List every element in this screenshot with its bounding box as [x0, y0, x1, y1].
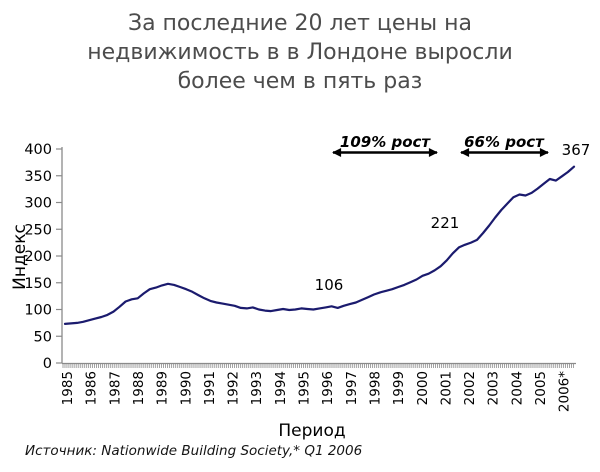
y-tick-label: 0 — [43, 356, 52, 372]
x-tick-label: 1996 — [320, 371, 336, 405]
price-index-line — [63, 165, 576, 325]
data-label-221: 221 — [431, 214, 460, 232]
x-tick-label: 1990 — [178, 371, 194, 405]
x-tick-label: 1999 — [391, 371, 407, 405]
x-axis-title: Период — [278, 421, 345, 441]
growth-label-109: 109% рост — [340, 133, 431, 151]
x-tick-label: 1987 — [107, 371, 123, 405]
source-note: Источник: Nationwide Building Society,* … — [25, 443, 363, 459]
x-tick-label: 2002 — [462, 371, 478, 405]
y-axis-ticks: 0 50 100 150 200 250 300 350 400 — [24, 142, 63, 372]
y-tick-label: 400 — [24, 142, 52, 158]
x-tick-label: 2001 — [438, 371, 454, 405]
x-tick-label: 1989 — [155, 371, 171, 405]
chart-title: За последние 20 лет цены на недвижимость… — [0, 9, 600, 96]
chart-title-line-1: За последние 20 лет цены на — [127, 11, 473, 36]
x-tick-label: 1993 — [249, 371, 265, 405]
chart-title-line-3: более чем в пять раз — [177, 69, 423, 94]
y-tick-label: 350 — [24, 169, 52, 185]
growth-label-66: 66% рост — [464, 133, 545, 151]
x-tick-label: 1991 — [202, 371, 218, 405]
y-tick-label: 200 — [24, 249, 52, 265]
x-tick-label: 1985 — [60, 371, 76, 405]
x-tick-label: 1998 — [367, 371, 383, 405]
chart-title-line-2: недвижимость в в Лондоне выросли — [87, 40, 513, 65]
x-tick-label: 2000 — [415, 371, 431, 405]
x-tick-label: 2003 — [486, 371, 502, 405]
x-axis-ticks: 1985 1986 1987 1988 1989 1990 1991 1992 1993 1994… — [60, 364, 574, 412]
x-tick-label: 2005 — [533, 371, 549, 405]
x-tick-label: 1988 — [131, 371, 147, 405]
x-tick-label: 1986 — [84, 371, 100, 405]
y-tick-label: 250 — [24, 222, 52, 238]
y-tick-label: 300 — [24, 196, 52, 212]
y-tick-label: 50 — [34, 329, 52, 345]
y-tick-label: 100 — [24, 303, 52, 319]
x-tick-label: 2006* — [557, 371, 573, 412]
y-axis-title: Индекс — [10, 224, 30, 290]
x-tick-label: 2004 — [509, 371, 525, 405]
data-label-106: 106 — [315, 276, 344, 294]
x-tick-label: 1994 — [273, 371, 289, 405]
x-tick-label: 1992 — [226, 371, 242, 405]
data-label-367: 367 — [562, 141, 591, 159]
x-tick-label: 1997 — [344, 371, 360, 405]
y-tick-label: 150 — [24, 276, 52, 292]
x-tick-label: 1995 — [297, 371, 313, 405]
